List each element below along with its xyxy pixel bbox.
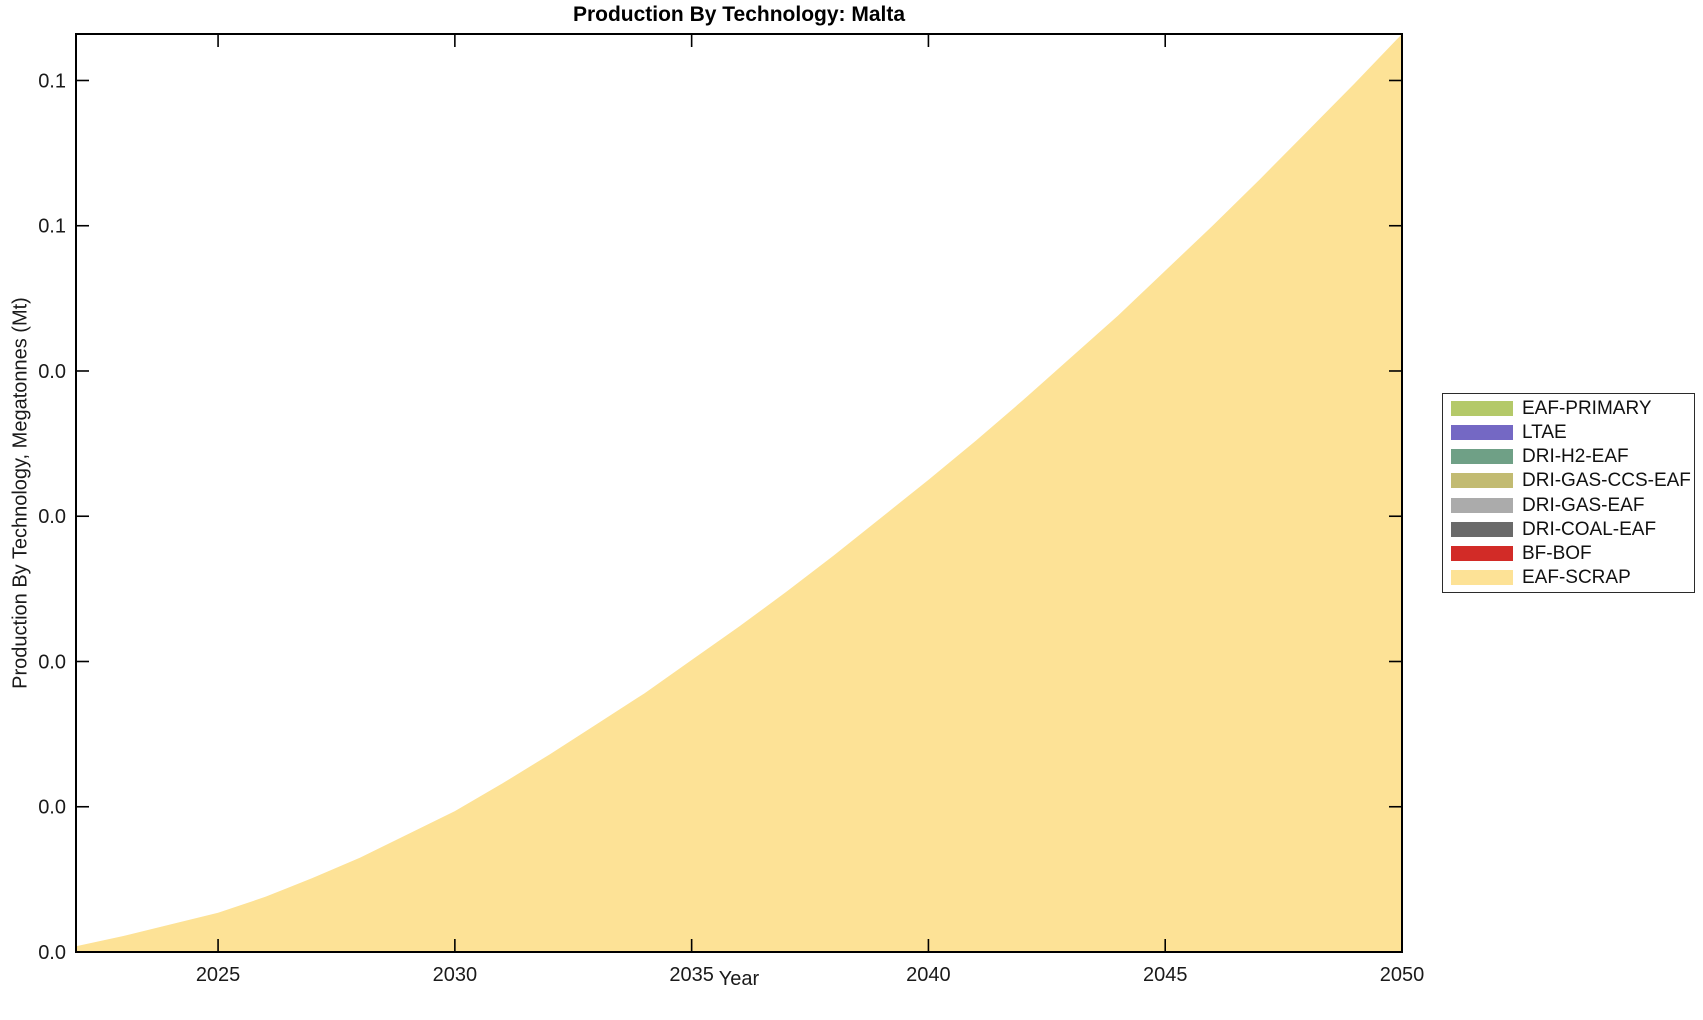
legend-item-dri-gas-eaf: DRI-GAS-EAF bbox=[1451, 496, 1694, 515]
area-eaf-scrap bbox=[76, 34, 1402, 952]
eaf-scrap-swatch-icon bbox=[1451, 569, 1513, 585]
legend-label: DRI-COAL-EAF bbox=[1522, 518, 1657, 540]
legend-label: DRI-GAS-EAF bbox=[1522, 494, 1645, 516]
chart-title: Production By Technology: Malta bbox=[572, 3, 906, 26]
dri-h2-eaf-swatch-icon bbox=[1451, 449, 1513, 465]
legend: EAF-PRIMARY LTAE DRI-H2-EAF DRI-GAS-CCS-EAF… bbox=[1442, 393, 1695, 593]
x-tick-label: 2035 bbox=[669, 964, 714, 986]
legend-label: DRI-GAS-CCS-EAF bbox=[1522, 470, 1691, 492]
axes-box bbox=[75, 33, 1403, 953]
y-tick-label: 0.1 bbox=[38, 70, 66, 92]
legend-label: EAF-PRIMARY bbox=[1522, 398, 1652, 420]
legend-item-eaf-primary: EAF-PRIMARY bbox=[1451, 399, 1694, 418]
legend-item-dri-coal-eaf: DRI-COAL-EAF bbox=[1451, 520, 1694, 539]
y-tick-label: 0.0 bbox=[38, 797, 66, 819]
bf-bof-swatch-icon bbox=[1451, 545, 1513, 561]
x-tick-label: 2030 bbox=[433, 964, 478, 986]
legend-item-dri-h2-eaf: DRI-H2-EAF bbox=[1451, 447, 1694, 466]
x-tick-label: 2050 bbox=[1380, 964, 1425, 986]
ltae-swatch-icon bbox=[1451, 425, 1513, 441]
legend-label: BF-BOF bbox=[1522, 542, 1592, 564]
legend-item-bf-bof: BF-BOF bbox=[1451, 544, 1694, 563]
x-tick-label: 2040 bbox=[906, 964, 951, 986]
y-tick-label: 0.0 bbox=[38, 361, 66, 383]
legend-label: EAF-SCRAP bbox=[1522, 566, 1631, 588]
y-axis-label: Production By Technology, Megatonnes (Mt… bbox=[9, 297, 32, 689]
legend-label: LTAE bbox=[1522, 422, 1567, 444]
y-tick-label: 0.1 bbox=[38, 216, 66, 238]
dri-gas-ccs-eaf-swatch-icon bbox=[1451, 473, 1513, 489]
eaf-primary-swatch-icon bbox=[1451, 401, 1513, 417]
y-tick-label: 0.0 bbox=[38, 506, 66, 528]
legend-item-dri-gas-ccs-eaf: DRI-GAS-CCS-EAF bbox=[1451, 471, 1694, 490]
x-axis-label: Year bbox=[718, 968, 760, 990]
x-tick-label: 2045 bbox=[1143, 964, 1188, 986]
legend-item-ltae: LTAE bbox=[1451, 423, 1694, 442]
dri-gas-eaf-swatch-icon bbox=[1451, 497, 1513, 513]
legend-label: DRI-H2-EAF bbox=[1522, 446, 1629, 468]
y-tick-label: 0.0 bbox=[38, 942, 66, 964]
y-tick-label: 0.0 bbox=[38, 651, 66, 673]
legend-item-eaf-scrap: EAF-SCRAP bbox=[1451, 568, 1694, 587]
dri-coal-eaf-swatch-icon bbox=[1451, 521, 1513, 537]
x-tick-label: 2025 bbox=[196, 964, 241, 986]
